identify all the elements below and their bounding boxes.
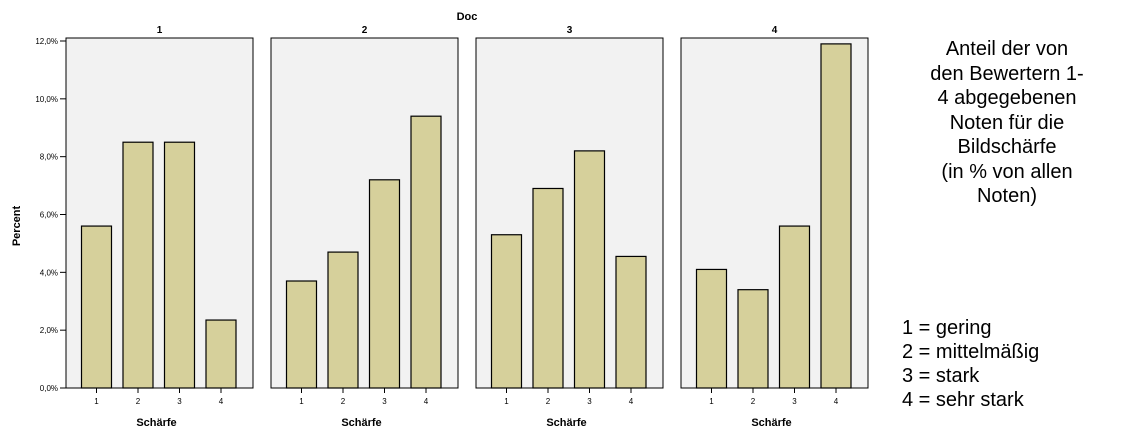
annotation-line: (in % von allen — [941, 160, 1073, 183]
annotation-line: Noten) — [976, 185, 1038, 207]
x-axis-label: Schärfe — [751, 417, 791, 429]
x-tick-label: 1 — [504, 397, 509, 406]
chart-annotation: Anteil der von den Bewertern 1- 4 abgege… — [892, 37, 1122, 209]
annotation-line: Anteil der von — [945, 38, 1069, 60]
panel-title: 2 — [362, 25, 368, 36]
panel: 1 1 2 3 4 Schärfe — [65, 25, 254, 429]
x-tick-label: 3 — [587, 397, 592, 406]
category-legend: 1 = gering 2 = mittelmäßig 3 = stark 4 =… — [902, 316, 1122, 412]
bar — [410, 115, 442, 389]
panel: 3 1 2 3 4 Schärfe — [475, 25, 664, 429]
x-tick-label: 3 — [382, 397, 387, 406]
panel-title: 4 — [772, 25, 778, 36]
bar — [532, 187, 564, 389]
x-tick-label: 3 — [177, 397, 182, 406]
y-tick-label: 10,0% — [35, 95, 58, 104]
x-axis-label: Schärfe — [341, 417, 381, 429]
bar — [327, 251, 359, 389]
x-axis-label: Schärfe — [136, 417, 176, 429]
x-tick-label: 1 — [94, 397, 99, 406]
panel-title: 3 — [567, 25, 573, 36]
y-tick-label: 2,0% — [40, 326, 58, 335]
x-tick-label: 4 — [834, 397, 839, 406]
legend-item: 3 = stark — [902, 365, 980, 387]
panel: 4 1 2 3 4 Schärfe — [680, 25, 869, 429]
bar — [737, 289, 769, 389]
x-tick-label: 2 — [341, 397, 346, 406]
y-tick-label: 0,0% — [40, 384, 58, 393]
bar — [820, 43, 852, 389]
y-tick-label: 4,0% — [40, 268, 58, 277]
bar — [205, 319, 237, 389]
x-tick-label: 4 — [629, 397, 634, 406]
panel-title: 1 — [157, 25, 163, 36]
x-tick-label: 4 — [424, 397, 429, 406]
bar — [80, 225, 113, 389]
bar — [122, 141, 154, 389]
legend-item: 1 = gering — [902, 317, 992, 339]
x-tick-label: 2 — [136, 397, 141, 406]
y-tick-label: 12,0% — [35, 37, 58, 46]
annotation-line: Bildschärfe — [957, 136, 1057, 158]
annotation-line: 4 abgegebenen — [937, 87, 1077, 109]
bar — [778, 225, 811, 389]
bar — [615, 255, 647, 389]
bar — [285, 280, 318, 389]
x-tick-label: 4 — [219, 397, 224, 406]
x-tick-label: 2 — [546, 397, 551, 406]
bar — [163, 141, 196, 389]
x-tick-label: 1 — [299, 397, 304, 406]
bar — [490, 234, 523, 389]
y-tick-label: 6,0% — [40, 211, 58, 220]
legend-item: 4 = sehr stark — [902, 389, 1024, 411]
annotation-line: den Bewertern 1- — [930, 62, 1084, 85]
panel: 2 1 2 3 4 Schärfe — [270, 25, 459, 429]
x-tick-label: 1 — [709, 397, 714, 406]
x-tick-label: 3 — [792, 397, 797, 406]
bar — [368, 179, 401, 389]
y-axis-label: Percent — [11, 205, 23, 246]
legend-item: 2 = mittelmäßig — [902, 341, 1040, 363]
chart-title: Doc — [457, 11, 478, 23]
bar — [695, 268, 728, 389]
x-axis-label: Schärfe — [546, 417, 586, 429]
bar — [573, 150, 606, 389]
y-tick-label: 8,0% — [40, 153, 58, 162]
x-tick-label: 2 — [751, 397, 756, 406]
annotation-line: Noten für die — [949, 111, 1065, 134]
